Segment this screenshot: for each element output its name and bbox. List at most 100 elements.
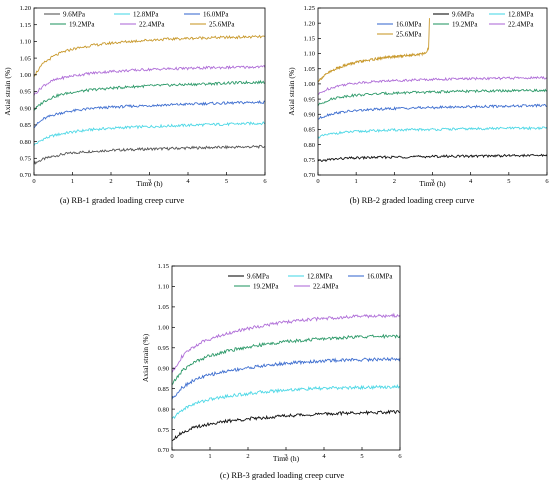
panel-a-rb1: 0 1 2 3 4 5 6 0.70 0.75 0.80 0.85 0.90 0.95 1.00 1.05 1…	[3, 5, 267, 205]
legend-label: 25.6MPa	[396, 30, 422, 38]
legend-label: 16.0MPa	[396, 20, 422, 28]
panel-caption: (c) RB-3 graded loading creep curve	[220, 470, 345, 480]
series-line-25.6MPa	[33, 34, 266, 77]
x-tick-label: 1	[208, 453, 211, 460]
x-tick-label: 5	[360, 453, 363, 460]
legend-label: 9.6MPa	[63, 10, 86, 18]
y-tick-label: 0.80	[20, 139, 31, 146]
x-tick-label: 1	[71, 178, 74, 185]
legend-label: 12.8MPa	[508, 10, 534, 18]
x-tick-label: 0	[32, 178, 35, 185]
y-tick-label: 0.85	[20, 122, 31, 129]
legend-label: 19.2MPa	[69, 20, 95, 28]
y-tick-label: 1.05	[20, 55, 31, 62]
x-tick-label: 0	[316, 178, 319, 185]
series-line-22.4MPa	[33, 64, 266, 96]
legend-label: 25.6MPa	[209, 20, 235, 28]
y-tick-label: 0.75	[158, 427, 169, 434]
y-tick-label: 1.15	[158, 263, 169, 270]
x-tick-label: 6	[263, 178, 267, 185]
series-line-9.6MPa	[317, 153, 548, 162]
y-tick-label: 0.75	[304, 157, 315, 164]
y-tick-label: 0.90	[304, 111, 315, 118]
y-tick-label: 1.05	[304, 66, 315, 73]
x-tick-label: 0	[170, 453, 173, 460]
y-tick-label: 0.90	[158, 365, 169, 372]
series-line-12.8MPa	[33, 121, 266, 146]
y-tick-label: 0.75	[20, 156, 31, 163]
panel-b-rb2: 0 1 2 3 4 5 6 0.70 0.75 0.80 0.85 0.90 0.95 1.00 1.05 1…	[287, 5, 549, 205]
x-tick-label: 2	[393, 178, 396, 185]
legend-label: 9.6MPa	[247, 272, 270, 280]
y-tick-label: 1.00	[158, 325, 169, 332]
series-line-16.0MPa	[317, 103, 548, 120]
y-tick-label: 1.15	[20, 22, 31, 29]
legend-label: 12.8MPa	[133, 10, 159, 18]
series-line-22.4MPa	[171, 312, 401, 373]
x-tick-label: 2	[246, 453, 249, 460]
y-tick-label: 1.20	[304, 20, 315, 27]
panel-c-rb3: 0 1 2 3 4 5 6 0.70 0.75 0.80 0.85 0.90 0.95 1.00 1.05 1…	[141, 263, 402, 480]
legend-label: 22.4MPa	[139, 20, 165, 28]
series-line-12.8MPa	[171, 384, 401, 420]
y-tick-label: 0.85	[158, 386, 169, 393]
x-tick-label: 4	[469, 178, 473, 185]
x-tick-label: 3	[148, 178, 151, 185]
series-line-22.4MPa	[317, 75, 548, 95]
series-line-9.6MPa	[33, 144, 266, 165]
y-tick-label: 0.85	[304, 127, 315, 134]
series-line-9.6MPa	[171, 409, 401, 442]
x-tick-label: 4	[322, 453, 326, 460]
x-axis-title: Time (h)	[273, 454, 300, 463]
legend-label: 19.2MPa	[253, 282, 279, 290]
x-tick-label: 6	[398, 453, 402, 460]
x-axis-title: Time (h)	[136, 179, 163, 188]
y-tick-label: 0.95	[20, 89, 31, 96]
y-tick-label: 1.05	[158, 304, 169, 311]
y-tick-label: 0.70	[20, 172, 31, 179]
plot-frame	[33, 7, 266, 176]
y-tick-label: 1.00	[304, 81, 315, 88]
series-line-16.0MPa	[33, 100, 266, 129]
series-line-25.6MPa	[317, 18, 430, 83]
x-tick-label: 1	[355, 178, 358, 185]
y-tick-label: 0.90	[20, 105, 31, 112]
x-tick-label: 5	[225, 178, 228, 185]
panel-caption: (b) RB-2 graded loading creep curve	[350, 195, 475, 205]
y-tick-label: 0.80	[158, 406, 169, 413]
series-line-19.2MPa	[171, 333, 401, 386]
y-tick-label: 1.20	[20, 5, 31, 12]
series-line-19.2MPa	[317, 88, 548, 106]
legend-label: 22.4MPa	[508, 20, 534, 28]
series-line-12.8MPa	[317, 125, 548, 139]
y-tick-label: 0.70	[158, 447, 169, 454]
x-tick-label: 6	[545, 178, 549, 185]
x-tick-label: 4	[186, 178, 190, 185]
y-tick-label: 0.95	[304, 96, 315, 103]
y-tick-label: 0.80	[304, 142, 315, 149]
x-axis-title: Time (h)	[419, 179, 446, 188]
y-tick-label: 1.10	[20, 39, 31, 46]
y-tick-label: 1.00	[20, 72, 31, 79]
y-tick-label: 1.10	[158, 284, 169, 291]
series-line-19.2MPa	[33, 79, 266, 111]
series-line-16.0MPa	[171, 356, 401, 400]
legend-label: 9.6MPa	[452, 10, 475, 18]
y-axis-title: Axial strain (%)	[141, 333, 150, 382]
y-tick-label: 0.70	[304, 172, 315, 179]
panel-caption: (a) RB-1 graded loading creep curve	[60, 195, 185, 205]
x-tick-label: 3	[284, 453, 287, 460]
y-tick-label: 0.95	[158, 345, 169, 352]
y-axis-title: Axial strain (%)	[287, 67, 296, 116]
legend-label: 16.0MPa	[203, 10, 229, 18]
x-tick-label: 5	[507, 178, 510, 185]
legend-label: 12.8MPa	[307, 272, 333, 280]
y-tick-label: 1.25	[304, 5, 315, 12]
legend-label: 16.0MPa	[367, 272, 393, 280]
legend-label: 19.2MPa	[452, 20, 478, 28]
y-tick-label: 1.15	[304, 36, 315, 43]
y-tick-label: 1.10	[304, 51, 315, 58]
y-axis-title: Axial strain (%)	[3, 67, 12, 116]
x-tick-label: 2	[109, 178, 112, 185]
